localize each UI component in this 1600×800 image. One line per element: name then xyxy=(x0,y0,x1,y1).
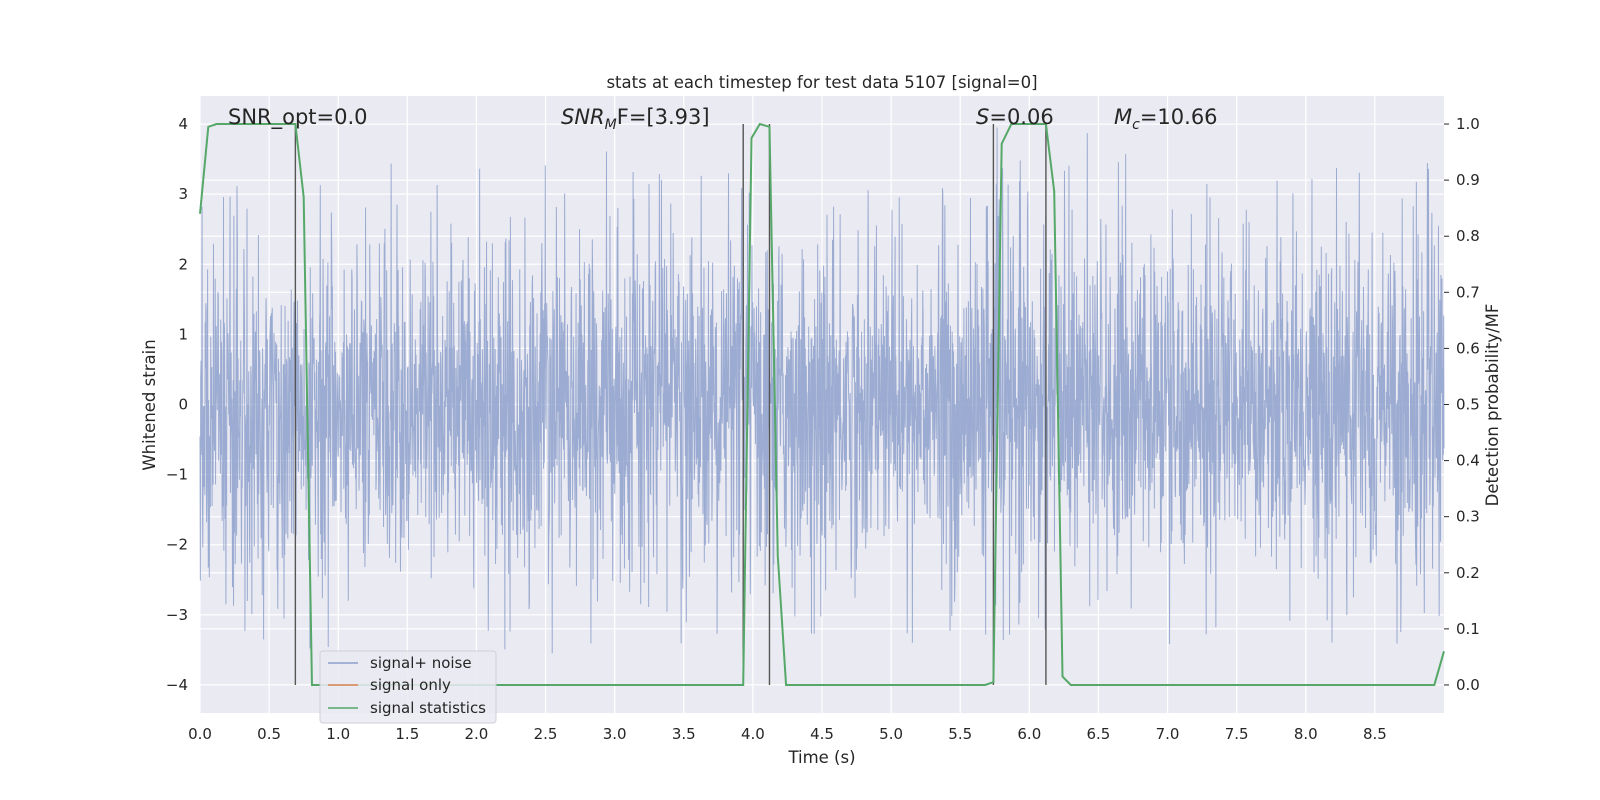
y-right-tick-label: 0.2 xyxy=(1456,564,1480,582)
x-tick-label: 0.0 xyxy=(188,725,212,743)
annotation-snr-mf-rest: F=[3.93] xyxy=(617,105,710,129)
y-right-tick-label: 0.9 xyxy=(1456,171,1480,189)
y-left-tick-label: −2 xyxy=(166,536,188,554)
x-axis-label: Time (s) xyxy=(787,748,855,767)
annotation-snr-mf-sub: M xyxy=(605,117,617,133)
annotation-s-italic: S xyxy=(976,105,989,129)
annotation-mc-sub: c xyxy=(1132,117,1140,133)
x-tick-label: 5.5 xyxy=(948,725,972,743)
legend-label-signal-statistics: signal statistics xyxy=(370,699,486,717)
annotation-mc-rest: =10.66 xyxy=(1140,105,1218,129)
x-tick-label: 8.5 xyxy=(1363,725,1387,743)
annotation-snr-mf: SNRMF=[3.93] xyxy=(561,105,710,133)
stats-line xyxy=(199,122,1445,686)
x-tick-label: 0.5 xyxy=(257,725,281,743)
x-tick-label: 1.0 xyxy=(326,725,350,743)
x-tick-label: 7.5 xyxy=(1225,725,1249,743)
x-tick-label: 2.5 xyxy=(534,725,558,743)
series-signal-noise xyxy=(199,127,1445,654)
y-right-tick-label: 0.4 xyxy=(1456,452,1480,470)
x-tick-label: 7.0 xyxy=(1156,725,1180,743)
legend: signal+ noise signal only signal statist… xyxy=(319,650,497,724)
x-tick-label: 5.0 xyxy=(879,725,903,743)
x-tick-label: 4.0 xyxy=(741,725,765,743)
annotation-s-rest: =0.06 xyxy=(989,105,1053,129)
legend-label-signal-only: signal only xyxy=(370,676,451,694)
y-right-tick-label: 0.7 xyxy=(1456,283,1480,301)
annotation-snr-mf-main: SNR xyxy=(561,105,605,129)
x-axis-ticks: 0.0 0.5 1.0 1.5 2.0 2.5 3.0 3.5 4.0 4.5 5.0 5.5 6.0 6… xyxy=(188,725,1387,743)
x-tick-label: 6.0 xyxy=(1017,725,1041,743)
y-left-tick-label: −3 xyxy=(166,606,188,624)
x-tick-label: 1.5 xyxy=(395,725,419,743)
y-axis-right-label: Detection probability/MF xyxy=(1483,304,1502,507)
annotation-mc: Mc=10.66 xyxy=(1114,105,1218,133)
y-left-tick-label: −1 xyxy=(166,466,188,484)
y-right-tick-label: 1.0 xyxy=(1456,115,1480,133)
legend-label-signal-noise: signal+ noise xyxy=(370,654,472,672)
x-tick-label: 8.0 xyxy=(1294,725,1318,743)
vertical-lines xyxy=(294,124,1047,685)
y-right-tick-label: 0.8 xyxy=(1456,227,1480,245)
y-left-tick-label: −4 xyxy=(166,676,188,694)
y-left-tick-label: 2 xyxy=(178,255,188,273)
y-right-tick-label: 0.6 xyxy=(1456,339,1480,357)
series-signal-statistics xyxy=(199,122,1445,686)
y-left-tick-label: 0 xyxy=(178,396,188,414)
x-tick-label: 2.0 xyxy=(465,725,489,743)
y-axis-left-label: Whitened strain xyxy=(140,339,159,470)
x-tick-label: 4.5 xyxy=(810,725,834,743)
y-right-tick-label: 0.5 xyxy=(1456,396,1480,414)
annotation-s: S=0.06 xyxy=(976,105,1054,129)
annotation-snr-opt: SNR_opt=0.0 xyxy=(228,105,368,130)
chart-title: stats at each timestep for test data 510… xyxy=(606,73,1037,92)
y-left-tick-label: 1 xyxy=(178,325,188,343)
y-right-tick-label: 0.0 xyxy=(1456,676,1480,694)
noise-trace xyxy=(199,127,1445,654)
y-left-tick-label: 3 xyxy=(178,185,188,203)
y-axis-right-ticks: 1.0 0.9 0.8 0.7 0.6 0.5 0.4 0.3 0.2 0.1 0.0 xyxy=(1444,115,1480,694)
x-tick-label: 6.5 xyxy=(1087,725,1111,743)
y-axis-left-ticks: 4 3 2 1 0 −1 −2 −3 −4 xyxy=(166,115,188,694)
y-right-tick-label: 0.1 xyxy=(1456,620,1480,638)
y-left-tick-label: 4 xyxy=(178,115,188,133)
legend-box xyxy=(319,650,497,724)
annotation-mc-italic: M xyxy=(1114,105,1132,129)
x-tick-label: 3.0 xyxy=(603,725,627,743)
y-right-tick-label: 0.3 xyxy=(1456,508,1480,526)
x-tick-label: 3.5 xyxy=(672,725,696,743)
